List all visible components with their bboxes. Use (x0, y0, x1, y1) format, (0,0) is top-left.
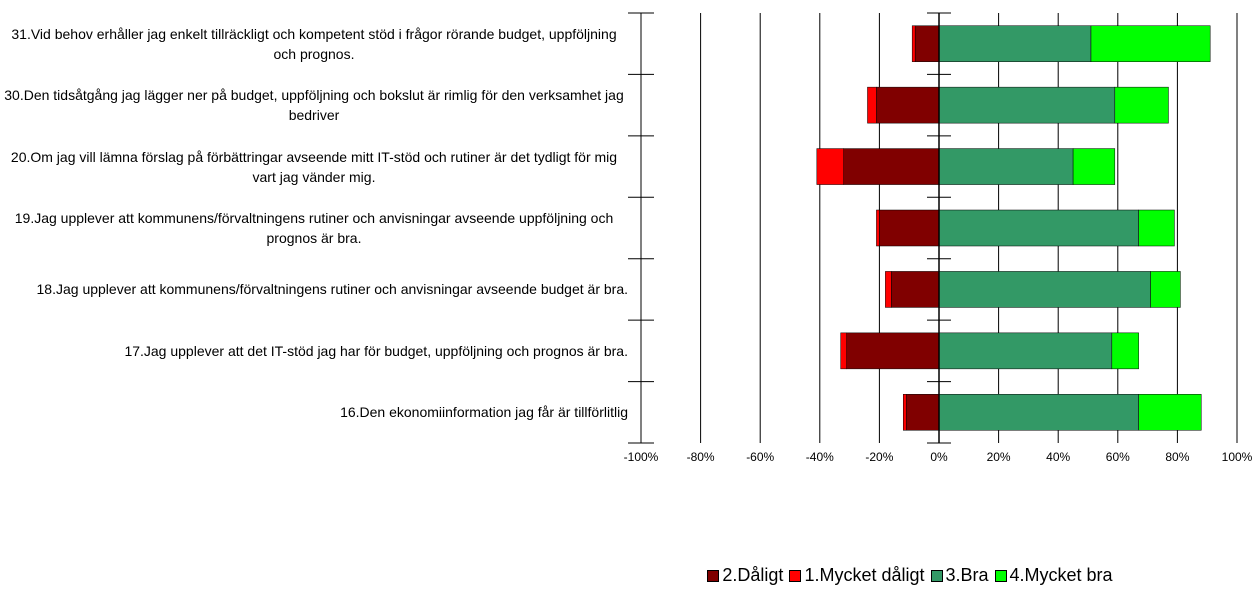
bar-segment (938, 25, 1092, 62)
category-label: 18.Jag upplever att kommunens/förvaltnin… (0, 259, 628, 320)
bar-segment (846, 332, 940, 370)
bar-segment (1111, 332, 1139, 370)
category-text: 20.Om jag vill lämna förslag på förbättr… (10, 148, 618, 185)
x-tick-label: -20% (865, 450, 893, 464)
legend: 2.Dåligt 1.Mycket dåligt 3.Bra 4.Mycket bra (640, 565, 1180, 586)
x-tick-label: -100% (624, 450, 659, 464)
bar-segment (1138, 394, 1202, 431)
legend-label: 2.Dåligt (722, 565, 784, 585)
x-tick-label: 20% (987, 450, 1011, 464)
category-text: 18.Jag upplever att kommunens/förvaltnin… (36, 281, 628, 298)
legend-item: 4.Mycket bra (994, 565, 1113, 586)
legend-swatch (707, 569, 720, 582)
category-label: 20.Om jag vill lämna förslag på förbättr… (0, 136, 628, 197)
bar-segment (1138, 209, 1175, 247)
legend-item: 2.Dåligt (707, 565, 783, 586)
bar-segment (1090, 25, 1211, 62)
bar-segment (876, 86, 940, 124)
category-text: 16.Den ekonomiinformation jag får är til… (340, 404, 628, 421)
legend-label: 1.Mycket dåligt (804, 565, 925, 585)
bar-segment (867, 86, 877, 124)
bar-segment (914, 25, 940, 62)
legend-swatch (994, 569, 1007, 582)
category-label: 31.Vid behov erhåller jag enkelt tillräc… (0, 13, 628, 74)
legend-swatch (789, 569, 802, 582)
category-label: 17.Jag upplever att det IT-stöd jag har … (0, 320, 628, 381)
legend-label: 4.Mycket bra (1009, 565, 1113, 585)
bar-segment (816, 148, 844, 185)
legend-swatch (930, 569, 943, 582)
category-text: 30.Den tidsåtgång jag lägger ner på budg… (4, 87, 624, 124)
bar-segment (938, 86, 1116, 124)
bar-segment (879, 209, 940, 247)
bar-segment (891, 271, 940, 308)
x-tick-label: -60% (746, 450, 774, 464)
bar-segment (885, 271, 892, 308)
category-text: 19.Jag upplever att kommunens/förvaltnin… (14, 209, 614, 246)
bar-segment (938, 209, 1139, 247)
x-tick-label: 0% (930, 450, 948, 464)
bar-segment (840, 332, 847, 370)
bar-segment (843, 148, 940, 185)
category-label: 30.Den tidsåtgång jag lägger ner på budg… (0, 74, 628, 135)
bar-segment (938, 332, 1113, 370)
legend-item: 3.Bra (930, 565, 989, 586)
x-tick-label: -40% (806, 450, 834, 464)
x-tick-label: 100% (1222, 450, 1253, 464)
bar-segment (905, 394, 940, 431)
bar-segment (1150, 271, 1181, 308)
bar-segment (938, 394, 1139, 431)
bar-segment (938, 271, 1151, 308)
x-tick-label: 80% (1165, 450, 1189, 464)
bar-segment (911, 25, 916, 62)
category-label: 16.Den ekonomiinformation jag får är til… (0, 382, 628, 443)
category-text: 31.Vid behov erhåller jag enkelt tillräc… (11, 25, 617, 62)
category-text: 17.Jag upplever att det IT-stöd jag har … (124, 342, 628, 359)
bar-segment (876, 209, 880, 247)
x-tick-label: 40% (1046, 450, 1070, 464)
bar-segment (1072, 148, 1116, 185)
x-tick-label: -80% (687, 450, 715, 464)
bar-segment (938, 148, 1074, 185)
bar-segment (902, 394, 907, 431)
category-label: 19.Jag upplever att kommunens/förvaltnin… (0, 197, 628, 258)
legend-label: 3.Bra (945, 565, 989, 585)
bar-segment (1114, 86, 1169, 124)
legend-item: 1.Mycket dåligt (789, 565, 925, 586)
x-tick-label: 60% (1106, 450, 1130, 464)
